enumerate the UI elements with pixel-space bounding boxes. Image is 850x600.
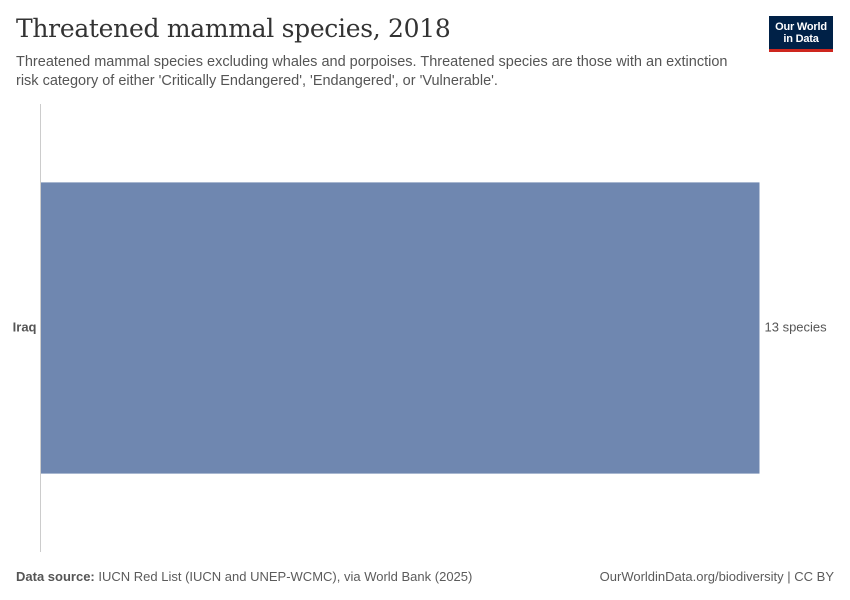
data-source-label: Data source: — [16, 569, 95, 584]
bar-iraq[interactable] — [40, 182, 760, 474]
value-label: 13 species — [765, 319, 828, 334]
logo-line-2: in Data — [783, 33, 819, 45]
chart-title: Threatened mammal species, 2018 — [16, 14, 451, 43]
credit-link[interactable]: OurWorldinData.org/biodiversity | CC BY — [599, 569, 834, 584]
owid-logo[interactable]: Our World in Data — [769, 16, 833, 52]
data-source-link[interactable]: IUCN Red List (IUCN and UNEP-WCMC), via … — [98, 569, 473, 584]
category-label: Iraq — [13, 319, 37, 334]
data-source: Data source: IUCN Red List (IUCN and UNE… — [16, 569, 472, 584]
logo-line-1: Our World — [775, 21, 827, 33]
chart-subtitle: Threatened mammal species excluding whal… — [16, 54, 728, 89]
